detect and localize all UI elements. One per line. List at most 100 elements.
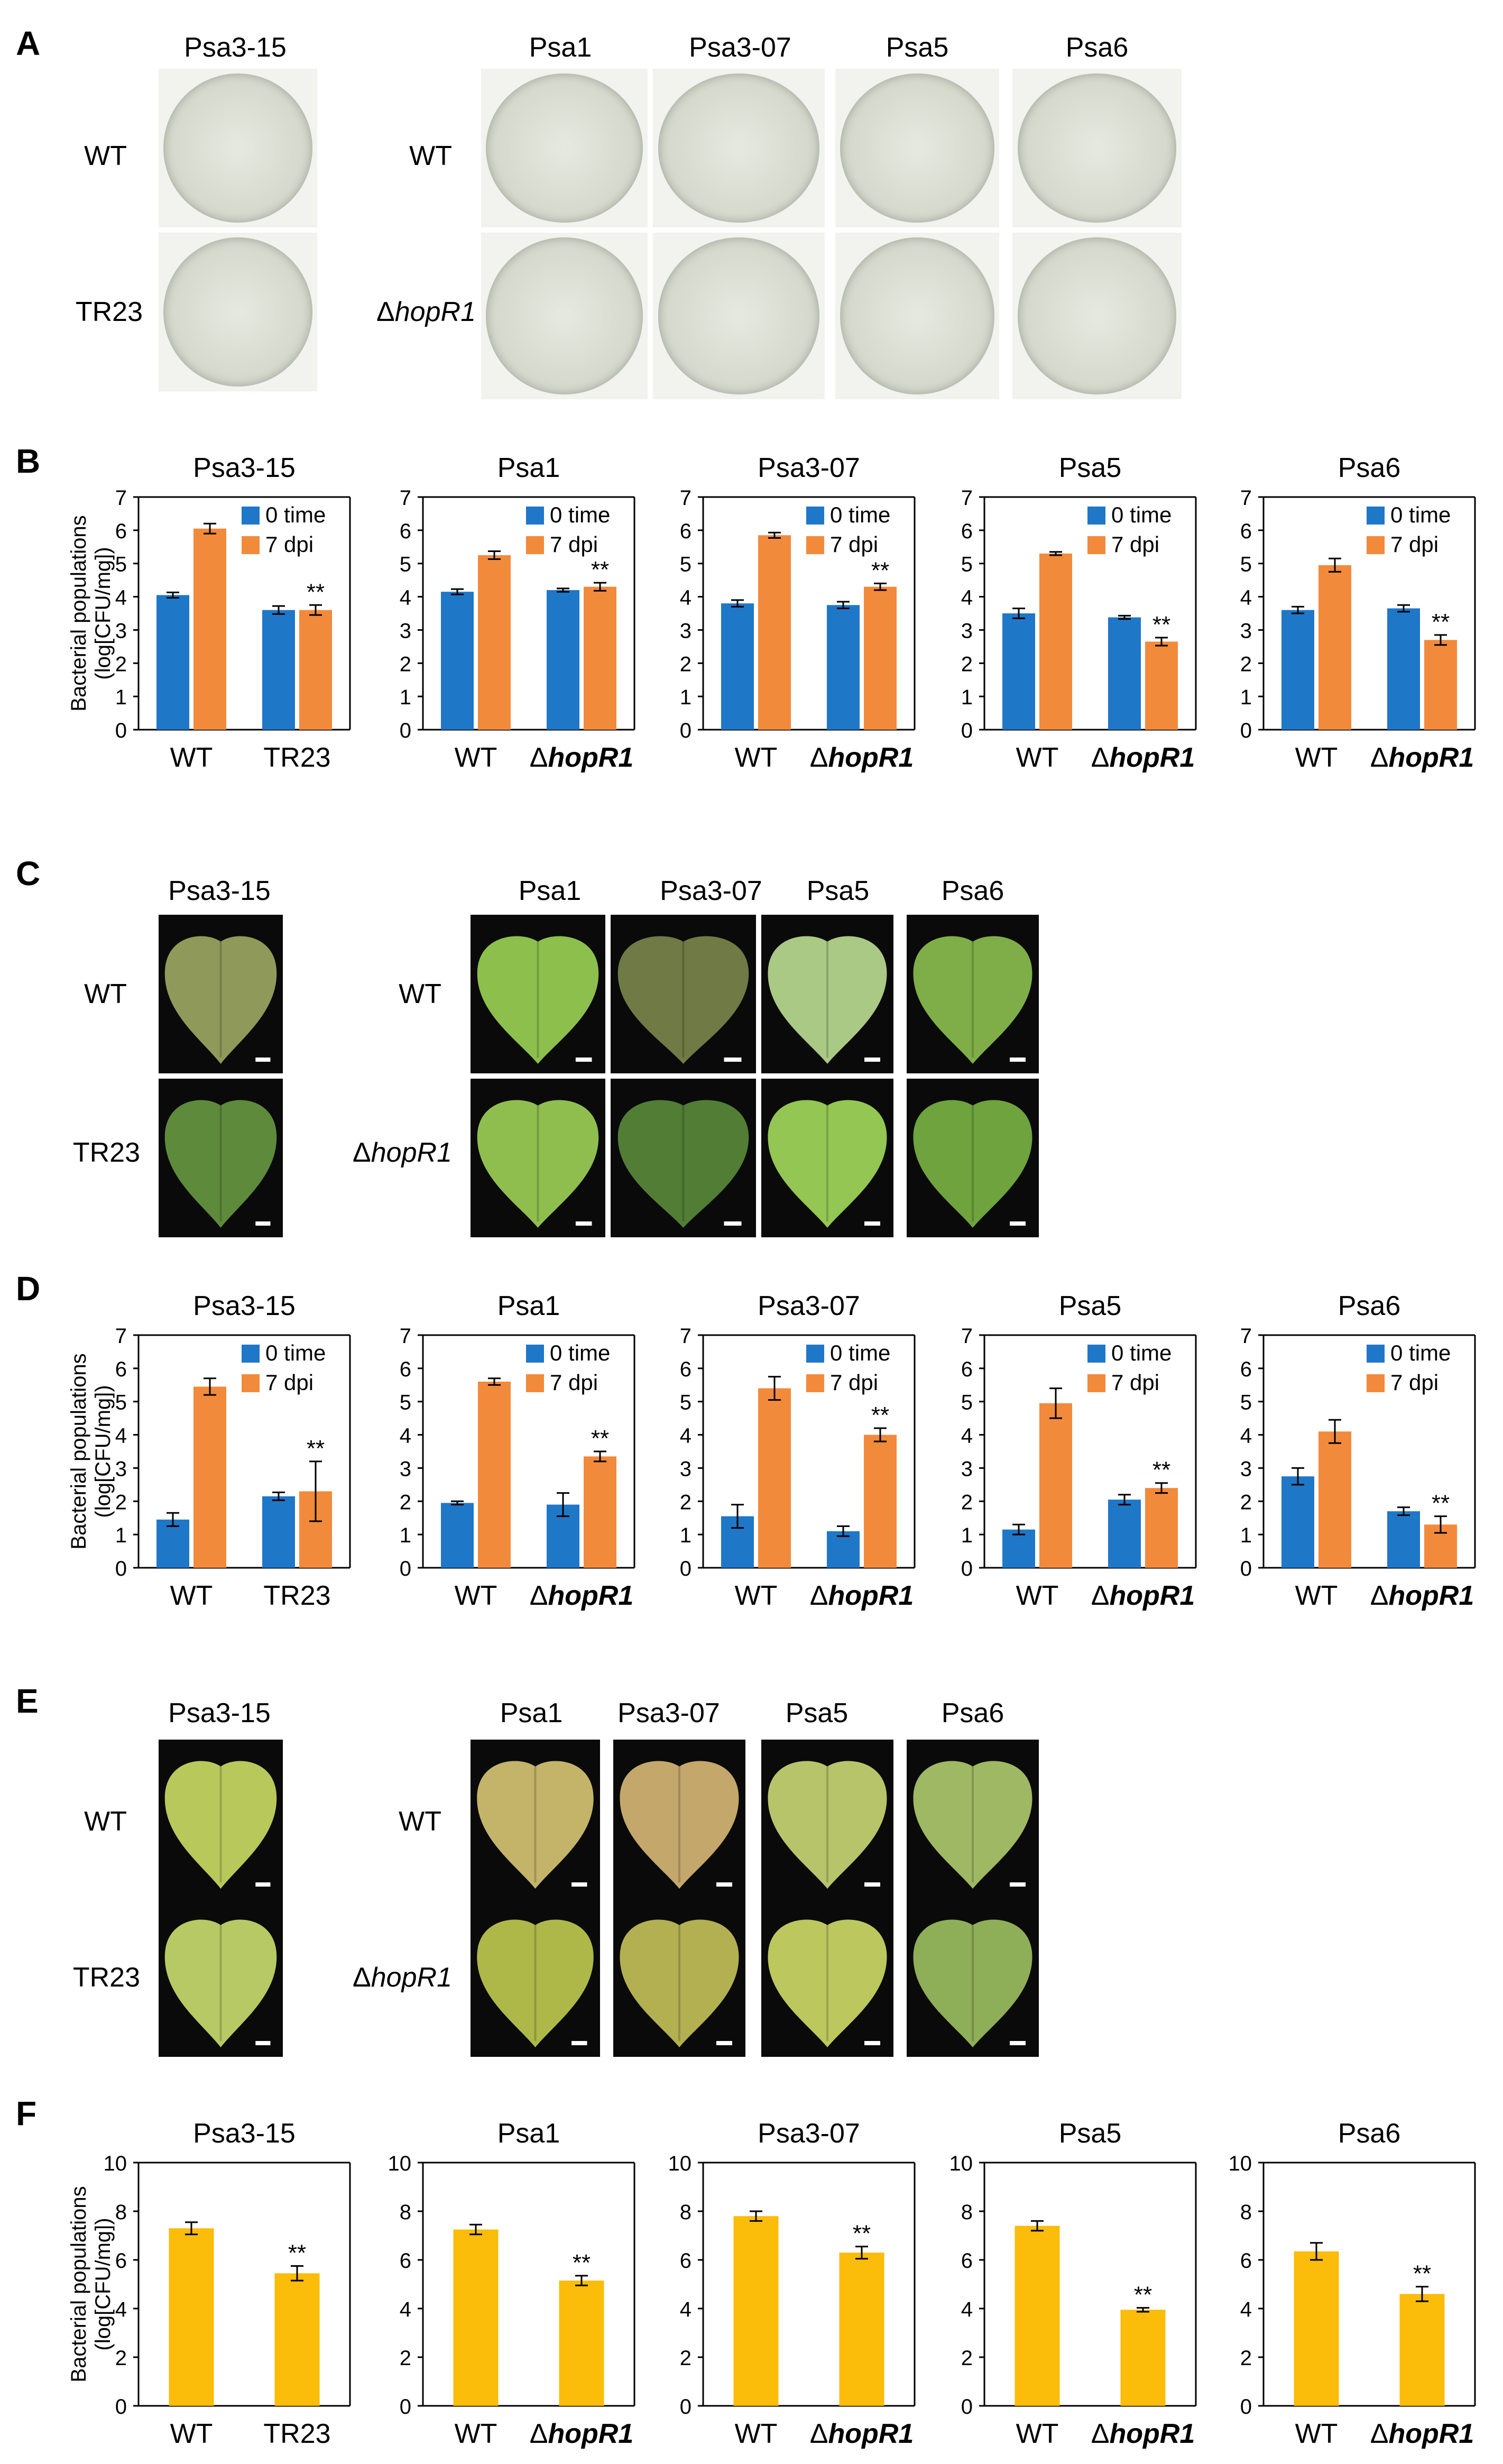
significance-marker: **	[871, 1402, 889, 1428]
bar	[1281, 1476, 1314, 1568]
panel-letter-a: A	[16, 24, 41, 62]
y-tick-label: 5	[680, 1391, 691, 1414]
y-tick-label: 6	[115, 520, 127, 543]
y-tick-label: 3	[115, 1457, 127, 1481]
x-tick-label: ΔhopR1	[810, 1580, 914, 1611]
y-tick-label: 7	[400, 486, 411, 510]
y-tick-label: 0	[1240, 719, 1252, 742]
leaf-photo	[768, 936, 887, 1064]
bar-chart-f-psa1: Psa1 0 2 4 6 8 10 WT ΔhopR1 **	[388, 2118, 635, 2449]
bar	[1039, 553, 1072, 730]
y-tick-label: 2	[961, 2347, 973, 2370]
chart-title: Psa3-15	[193, 1291, 296, 1321]
y-axis-label: Bacterial populations(log[CFU/mg])	[67, 2186, 115, 2382]
y-tick-label: 4	[961, 1424, 973, 1448]
y-tick-label: 4	[400, 1424, 411, 1448]
bar	[827, 605, 860, 730]
leaf-photo	[477, 1100, 599, 1228]
y-tick-label: 7	[961, 486, 973, 510]
x-tick-label: WT	[170, 742, 213, 773]
y-tick-label: 5	[961, 553, 973, 576]
bar	[1108, 617, 1141, 730]
bar	[441, 592, 474, 730]
legend-label: 7 dpi	[265, 1370, 313, 1395]
panel-letter-f: F	[16, 2094, 37, 2132]
bar	[547, 590, 579, 730]
mutant-name: hopR1	[371, 1962, 452, 1993]
chart-title: Psa5	[1059, 1291, 1122, 1321]
legend-swatch	[806, 1345, 824, 1363]
y-tick-label: 0	[961, 1557, 973, 1580]
y-tick-label: 3	[680, 619, 691, 642]
y-tick-label: 6	[680, 2249, 691, 2273]
legend-swatch	[1087, 507, 1105, 525]
y-tick-label: 6	[400, 1358, 411, 1381]
legend-label: 0 time	[1111, 502, 1172, 527]
y-tick-label: 6	[680, 520, 691, 543]
x-tick-label: WT	[735, 1580, 778, 1611]
bar	[1002, 1529, 1035, 1568]
petri-dish-photo	[1012, 233, 1182, 399]
significance-marker: **	[853, 2221, 871, 2247]
leaf-photo	[913, 1100, 1032, 1228]
delta-prefix: Δ	[353, 1137, 371, 1168]
y-tick-label: 4	[961, 586, 973, 610]
y-tick-label: 4	[400, 2298, 411, 2321]
significance-marker: **	[307, 579, 325, 605]
strain-label: Psa1	[518, 876, 582, 906]
y-tick-label: 5	[680, 553, 691, 576]
plot-area: Psa1 0 2 4 6 8 10 WT ΔhopR1 **	[388, 2118, 635, 2449]
bar	[733, 2216, 779, 2406]
y-tick-label: 8	[961, 2201, 973, 2224]
legend-label: 7 dpi	[550, 532, 598, 557]
y-tick-label: 2	[961, 652, 973, 676]
x-tick-label: WT	[455, 742, 497, 773]
bar	[478, 1382, 511, 1568]
scale-bar	[864, 1882, 880, 1887]
scale-bar	[716, 1882, 732, 1887]
chart-title: Psa1	[497, 453, 560, 483]
x-tick-label: ΔhopR1	[530, 2419, 634, 2449]
bar	[1145, 641, 1178, 730]
y-tick-label: 0	[1240, 1557, 1252, 1580]
y-tick-label: 0	[400, 2395, 411, 2419]
y-tick-label: 1	[1240, 686, 1252, 709]
y-tick-label: 7	[1240, 1325, 1252, 1348]
bar-chart-d-psa1: Psa1 0 1 2 3 4 5 6 7 WT ΔhopR1 ** 0 time 7 dpi	[400, 1291, 635, 1611]
legend-label: 7 dpi	[550, 1370, 598, 1395]
x-tick-label: ΔhopR1	[1370, 1580, 1474, 1611]
legend-label: 0 time	[830, 502, 890, 527]
x-tick-label: ΔhopR1	[1091, 742, 1195, 773]
scale-bar	[724, 1058, 742, 1062]
significance-marker: **	[591, 557, 609, 583]
y-tick-label: 10	[949, 2152, 973, 2175]
significance-marker: **	[591, 1426, 609, 1451]
strain-label: Psa5	[806, 876, 870, 906]
petri-dish-photo	[481, 233, 648, 399]
y-tick-label: 7	[115, 1325, 127, 1348]
y-tick-label: 0	[1240, 2395, 1252, 2419]
y-tick-label: 6	[400, 520, 411, 543]
y-tick-label: 8	[1240, 2201, 1252, 2224]
chart-title: Psa3-15	[193, 453, 296, 483]
row-label: WT	[84, 141, 127, 171]
bar	[1120, 2310, 1166, 2406]
significance-marker: **	[871, 557, 889, 583]
bar	[1108, 1500, 1141, 1568]
scale-bar	[255, 1882, 271, 1887]
y-tick-label: 1	[680, 686, 691, 709]
x-tick-label: ΔhopR1	[810, 2419, 914, 2449]
petri-dish-photo	[653, 69, 825, 227]
strain-label: Psa3-15	[168, 1698, 271, 1729]
row-label: ΔhopR1	[353, 1962, 452, 1993]
leaf-photo	[164, 1919, 277, 2047]
bar	[758, 1388, 791, 1568]
y-tick-label: 6	[400, 2249, 411, 2273]
legend-swatch	[1087, 1345, 1105, 1363]
legend-label: 0 time	[1111, 1340, 1172, 1365]
strain-label: Psa1	[500, 1698, 563, 1729]
x-tick-label: ΔhopR1	[1091, 2419, 1195, 2449]
